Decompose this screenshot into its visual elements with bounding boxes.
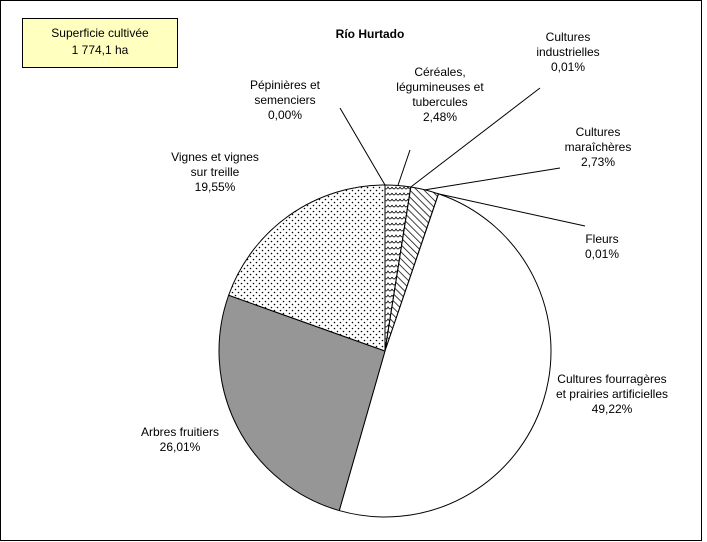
annotation-line: 1 774,1 ha [71, 43, 129, 57]
category-label: Céréales, légumineuses et tubercules [396, 65, 484, 109]
slice-label: Fleurs 0,01% [572, 232, 632, 262]
leader-line [410, 87, 541, 188]
slice-label: Cultures maraîchères 2,73% [553, 125, 643, 170]
pie-slice [218, 294, 386, 512]
pie-slice [338, 193, 552, 518]
slice-label: Cultures fourragères et prairies artific… [555, 372, 670, 417]
value-label: 0,01% [584, 247, 620, 261]
slice-label: Vignes et vignes sur treille 19,55% [165, 150, 265, 195]
pie-slice [228, 184, 386, 352]
category-label: Vignes et vignes sur treille [171, 150, 259, 179]
category-label: Cultures industrielles [536, 30, 600, 59]
value-label: 0,01% [550, 60, 586, 74]
value-label: 49,22% [591, 402, 633, 416]
chart-title: Río Hurtado [335, 27, 405, 41]
slice-label: Céréales, légumineuses et tubercules 2,48… [383, 65, 498, 125]
category-label: Cultures fourragères et prairies artific… [555, 372, 669, 401]
value-label: 0,00% [267, 108, 303, 122]
category-label: Arbres fruitiers [140, 425, 220, 439]
slice-label: Cultures industrielles 0,01% [523, 30, 613, 75]
leader-line [438, 193, 586, 227]
annotation-box: Superficie cultivée 1 774,1 ha [22, 18, 178, 68]
annotation-line: Superficie cultivée [51, 26, 149, 40]
category-label: Pépinières et semenciers [249, 78, 321, 107]
value-label: 19,55% [194, 180, 236, 194]
leader-line [397, 149, 411, 186]
value-label: 26,01% [159, 440, 201, 454]
value-label: 2,48% [422, 110, 458, 124]
value-label: 2,73% [580, 155, 616, 169]
leader-line [339, 107, 386, 186]
category-label: Fleurs [585, 232, 619, 246]
category-label: Cultures maraîchères [564, 125, 632, 154]
leader-line [424, 167, 561, 191]
slice-label: Pépinières et semenciers 0,00% [230, 78, 340, 123]
slice-label: Arbres fruitiers 26,01% [120, 425, 240, 455]
